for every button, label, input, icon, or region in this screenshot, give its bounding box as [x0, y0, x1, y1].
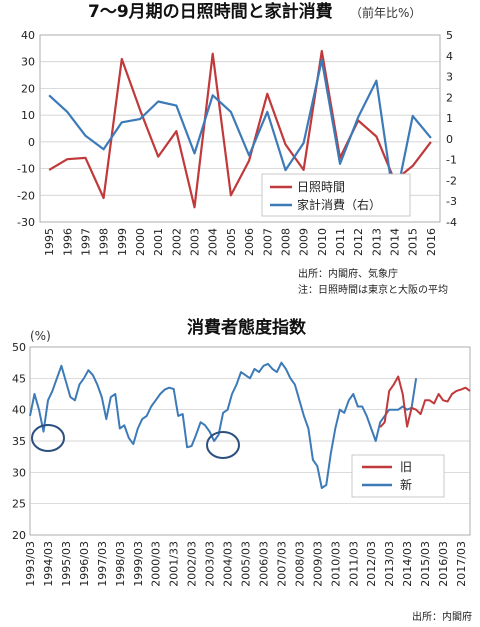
chart1-source-note: 出所：内閣府、気象庁 [298, 267, 398, 280]
chart2-legend: 旧 新 [351, 454, 445, 498]
chart1-y2-tick-label: 1 [446, 112, 453, 125]
chart2-legend-box [351, 454, 445, 498]
chart1-y-tick-label: 30 [21, 56, 35, 69]
chart1-x-tick-label: 2012 [352, 228, 365, 256]
chart2-y-tick-label: 20 [12, 529, 26, 542]
chart2-highlight-circle [31, 424, 65, 452]
chart1-series-sunshine-line [48, 49, 432, 209]
chart1-x-tick-label: 2015 [407, 228, 420, 256]
chart1-x-tick-label: 1995 [43, 228, 56, 256]
chart1-legend-label-consumption: 家計消費（右） [297, 197, 381, 212]
chart2-series-old-line [379, 375, 471, 428]
chart1-x-tick-label: 2014 [389, 228, 402, 256]
chart2-x-tick-label: 2014/03 [401, 541, 414, 587]
chart1-x-tick-label: 2003 [189, 228, 202, 256]
chart1-y2-tick-label: 0 [446, 133, 453, 146]
chart1-x-tick-label: 2007 [261, 228, 274, 256]
chart1-y2-tick-label: -1 [446, 154, 457, 167]
chart2-x-tick-label: 2000/03 [150, 541, 163, 587]
chart1-x-tick-label: 2010 [316, 228, 329, 256]
chart1-x-tick-label: 2013 [370, 228, 383, 256]
chart2-x-tick-label: 2006/03 [257, 541, 270, 587]
chart2-legend-label-new: 新 [400, 477, 412, 492]
chart1-x-tick-label: 2002 [170, 228, 183, 256]
chart2-x-tick-label: 2005/03 [240, 541, 253, 587]
chart2-series-new-line [29, 361, 418, 489]
chart1-y2-tick-label: -4 [446, 216, 457, 229]
chart1-footnote: 注：日照時間は東京と大阪の平均 [298, 283, 448, 296]
chart1-y-tick-label: -20 [17, 189, 35, 202]
chart1-subtitle: （前年比%） [350, 5, 421, 20]
chart2-plot: 20 25 30 35 40 45 50 1993/03 1994/03 1995/03 1996/… [12, 341, 471, 587]
chart2-x-tick-label: 2004/03 [222, 541, 235, 587]
chart1-x-tick-label: 2001 [152, 228, 165, 256]
chart1-x-tick-label: 1999 [116, 228, 129, 256]
chart2-y-tick-label: 45 [12, 372, 26, 385]
chart2-x-tick-label: 2009/03 [311, 541, 324, 587]
chart2-legend-label-old: 旧 [400, 460, 412, 474]
chart2-x-tick-label: 2010/03 [329, 541, 342, 587]
chart2-source-note: 出所：内閣府 [412, 610, 472, 623]
chart1-y2-tick-label: 2 [446, 91, 453, 104]
chart2-x-tick-label: 2013/03 [383, 541, 396, 587]
chart1-y-tick-label: 0 [28, 136, 35, 149]
chart1-x-tick-label: 2004 [207, 228, 220, 256]
chart1-y2-tick-label: -3 [446, 195, 457, 208]
chart1-y-tick-label: 20 [21, 82, 35, 95]
chart2-x-tick-label: 2008/03 [293, 541, 306, 587]
chart2-y-tick-label: 25 [12, 498, 26, 511]
chart1-legend-label-sunshine: 日照時間 [297, 180, 345, 194]
chart2-x-tick-label: 2012/03 [365, 541, 378, 587]
chart2-x-tick-label: 1995/03 [60, 541, 73, 587]
chart1-x-tick-label: 2008 [279, 228, 292, 256]
chart2-x-tick-label: 2002/03 [186, 541, 199, 587]
chart1-x-tick-label: 1997 [79, 228, 92, 256]
chart1-title: 7〜9月期の日照時間と家計消費 [88, 1, 333, 22]
chart1-plot-frame [39, 34, 441, 223]
chart1-y-tick-label: -30 [17, 216, 35, 229]
chart2-x-tick-label: 2007/03 [275, 541, 288, 587]
chart2-y-unit: (%) [30, 329, 51, 343]
chart2-x-tick-label: 1993/03 [24, 541, 37, 587]
chart1-x-tick-label: 2011 [334, 228, 347, 256]
chart1-y2-tick-label: 3 [446, 71, 453, 84]
chart2-y-tick-label: 40 [12, 404, 26, 417]
chart1-y-tick-label: 10 [21, 109, 35, 122]
chart1-y-tick-label: -10 [17, 163, 35, 176]
chart2-y-tick-label: 50 [12, 341, 26, 354]
chart2-highlight-circle [206, 431, 240, 459]
chart1-y-tick-label: 40 [21, 29, 35, 42]
chart2-x-tick-label: 1997/03 [96, 541, 109, 587]
chart1-legend-box [261, 173, 411, 217]
chart1-x-tick-label: 2000 [134, 228, 147, 256]
chart1-x-tick-label: 2006 [243, 228, 256, 256]
chart2-x-tick-label: 2001/33 [168, 541, 181, 587]
chart1-series-consumption-line [48, 58, 432, 207]
chart2-x-tick-label: 1998/03 [114, 541, 127, 587]
chart1-y2-tick-label: 4 [446, 50, 453, 63]
chart2-x-tick-label: 2015/03 [419, 541, 432, 587]
chart2-x-tick-label: 2016/03 [437, 541, 450, 587]
chart1-y2-tick-label: 5 [446, 29, 453, 42]
chart1-x-tick-label: 1998 [98, 228, 111, 256]
chart2-x-tick-label: 1994/03 [42, 541, 55, 587]
chart2-x-tick-label: 2003/03 [204, 541, 217, 587]
chart2-y-tick-label: 35 [12, 435, 26, 448]
chart2-x-tick-label: 2011/03 [347, 541, 360, 587]
chart1-x-tick-label: 2009 [298, 228, 311, 256]
chart1-legend: 日照時間 家計消費（右） [261, 173, 411, 217]
chart1-x-tick-label: 2016 [425, 228, 438, 256]
chart2-x-tick-label: 1999/03 [132, 541, 145, 587]
chart2-y-tick-label: 30 [12, 466, 26, 479]
chart1-x-tick-label: 1996 [61, 228, 74, 256]
chart2-title: 消費者態度指数 [187, 317, 307, 338]
chart1-x-tick-label: 2005 [225, 228, 238, 256]
chart1-y2-tick-label: -2 [446, 174, 457, 187]
chart2-x-tick-label: 2017/03 [455, 541, 468, 587]
chart2-x-tick-label: 1996/03 [78, 541, 91, 587]
